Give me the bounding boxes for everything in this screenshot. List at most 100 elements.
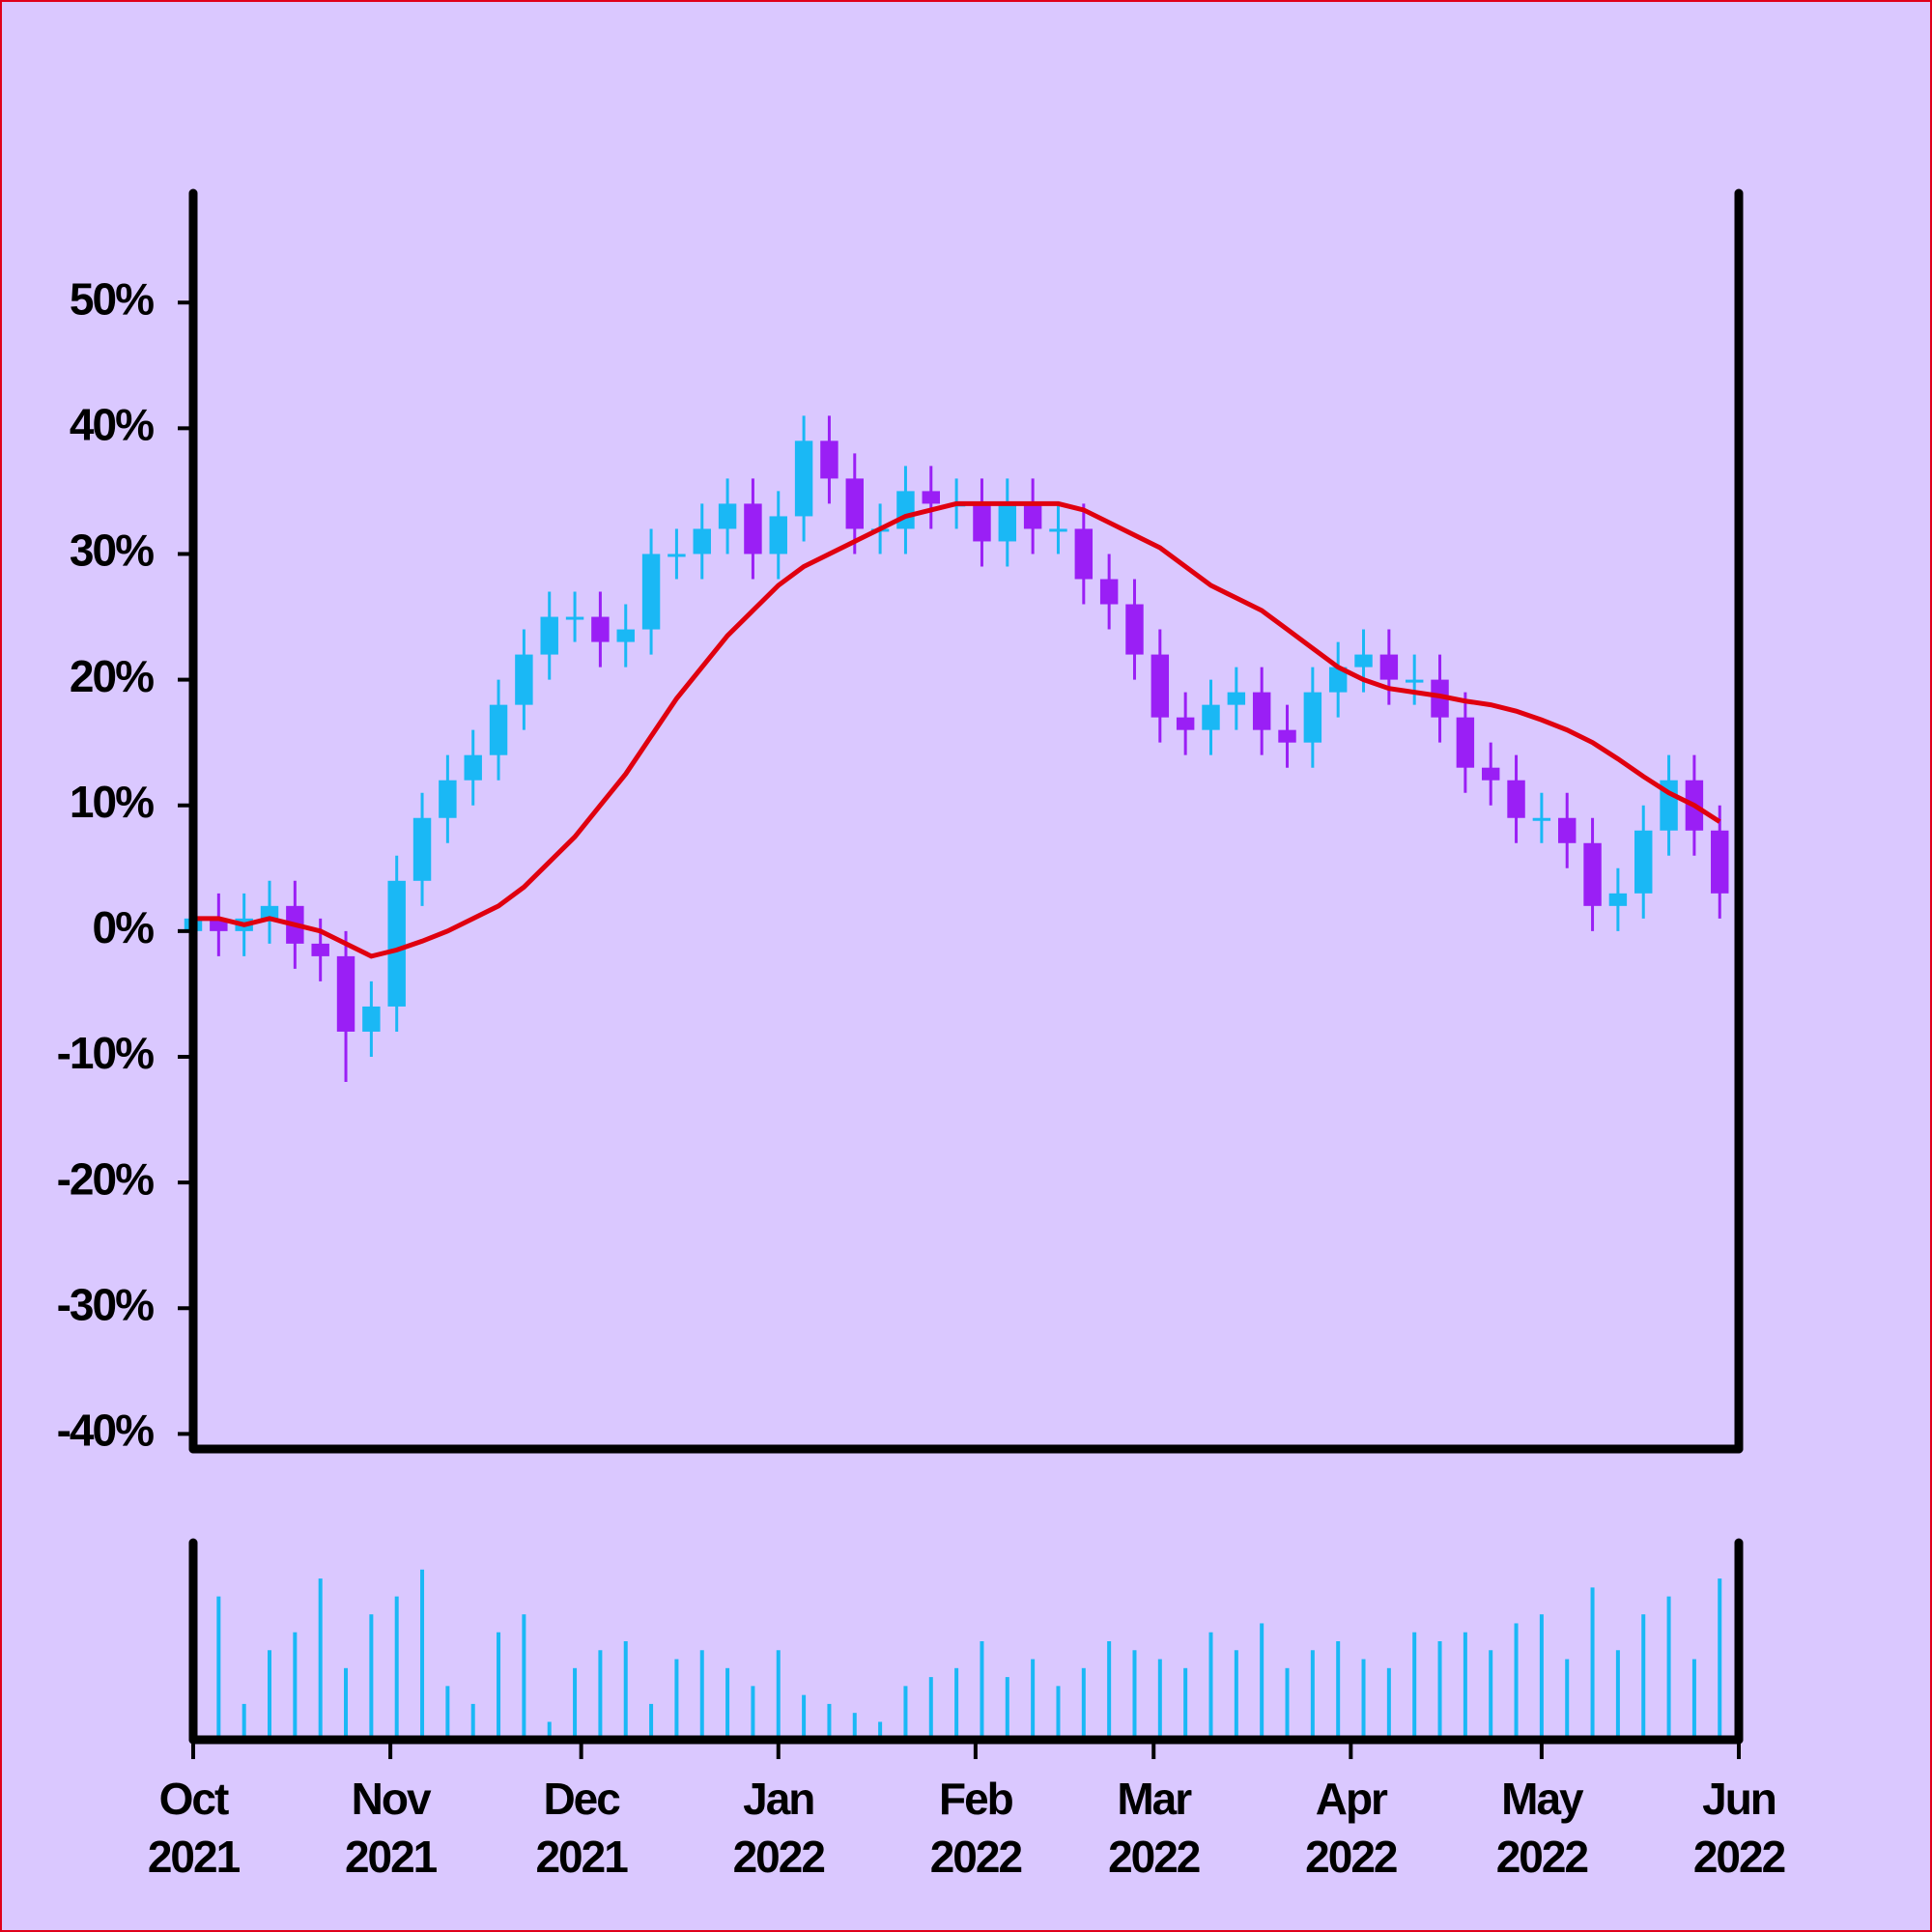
candle-body [1074,528,1094,580]
candle-body [1532,817,1551,821]
candle-body [1049,528,1067,532]
volume-bar [1590,1587,1595,1740]
candle-body [845,478,864,529]
candle-body [973,503,991,542]
volume-bar [852,1713,857,1740]
volume-bar [242,1703,246,1740]
volume-bar [547,1721,552,1740]
y-tick-label: 20% [70,651,154,701]
volume-bar [1208,1632,1213,1740]
candle-body [565,616,584,620]
volume-bar [1437,1641,1442,1740]
x-tick-label-line: Oct [159,1774,229,1824]
x-tick-label-line: 2021 [345,1832,438,1882]
volume-bar [802,1694,807,1740]
volume-bar [1718,1578,1722,1740]
x-tick-label-line: Jan [743,1774,813,1824]
volume-bar [598,1650,603,1740]
x-tick-label-line: Apr [1316,1774,1388,1824]
candle-body [489,704,508,755]
volume-bar [1412,1632,1417,1740]
volume-bar [1691,1659,1696,1740]
volume-bar [623,1641,628,1740]
x-tick-label: Dec 2021 [535,1774,628,1882]
volume-bar [1107,1641,1112,1740]
volume-bar [1260,1623,1264,1740]
candle-body [1099,579,1119,605]
candle-body [820,440,838,479]
y-tick-label: -40% [57,1406,154,1456]
candle-body [412,817,432,881]
volume-bar [344,1667,349,1740]
volume-bar [878,1721,883,1740]
candle-body [1456,717,1475,768]
x-tick-label: Mar 2022 [1108,1774,1200,1882]
x-tick-label: Oct 2021 [148,1774,241,1882]
x-tick-label: May 2022 [1496,1774,1588,1882]
candle-body [1507,780,1525,818]
volume-bar [293,1632,298,1740]
candle-body [464,754,482,781]
x-tick-label: Nov 2021 [345,1774,438,1882]
x-tick-label-line: 2022 [733,1832,825,1882]
x-tick-label-line: Dec [543,1774,620,1824]
x-tick-label: Apr 2022 [1305,1774,1397,1882]
candle-body [1303,692,1322,743]
x-tick-label-line: 2021 [148,1832,241,1882]
x-tick-label-line: 2022 [930,1832,1022,1882]
candle-body [769,516,787,554]
candle-body [1278,729,1296,743]
candle-body [1252,692,1271,730]
candle-body [1608,893,1628,906]
volume-bar [1539,1614,1544,1740]
volume-bar [1336,1641,1341,1740]
candle-body [515,654,533,705]
volume-bar [827,1703,832,1740]
volume-bar [699,1650,704,1740]
candle-body [260,905,279,919]
volume-bar [928,1677,933,1740]
candle-body [922,491,941,504]
volume-bar [1514,1623,1519,1740]
candle-body [387,880,406,1007]
candle-body [1202,704,1220,730]
y-tick-label: -10% [57,1028,154,1078]
candle-body [896,491,915,529]
candle-body [1379,654,1399,680]
y-tick-label: 30% [70,526,154,576]
x-tick-label: Jun 2022 [1693,1774,1785,1882]
x-tick-label: Jan 2022 [733,1774,825,1882]
x-tick-label-line: Nov [352,1774,432,1824]
candle-body [668,554,686,557]
candle-body [616,629,635,642]
x-tick-label-line: Feb [939,1774,1013,1824]
candle-body [439,780,457,818]
volume-bar [522,1614,526,1740]
candle-body [641,554,661,630]
candle-body [362,1006,381,1032]
volume-bar [470,1703,475,1740]
volume-bar [1234,1650,1238,1740]
volume-bar [1565,1659,1570,1740]
candle-body [591,616,610,642]
volume-bar [318,1578,323,1740]
candle-body [1431,679,1449,718]
candle-body [1227,692,1246,705]
candle-body [1634,830,1653,894]
volume-bar [776,1650,781,1740]
candle-body [336,955,355,1032]
candle-body [693,528,711,554]
candle-body [1405,679,1424,683]
volume-bar [1285,1667,1290,1740]
candle-body [1151,654,1170,718]
volume-bar [1081,1667,1086,1740]
x-tick-label-line: 2022 [1108,1832,1200,1882]
x-tick-label: Feb 2022 [930,1774,1022,1882]
volume-bar [649,1703,654,1740]
volume-bar [1132,1650,1137,1740]
x-tick-label-line: 2021 [535,1832,628,1882]
candle-body [540,616,558,655]
volume-bar [445,1686,450,1740]
volume-bar [751,1686,755,1740]
